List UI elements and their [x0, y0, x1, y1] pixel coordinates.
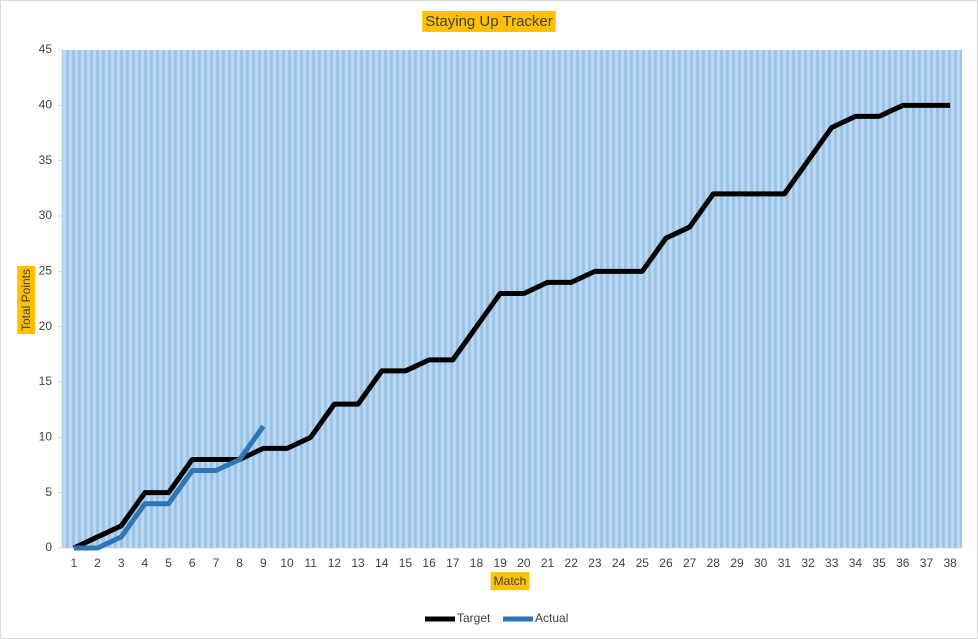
x-tick-label: 35	[872, 556, 886, 570]
y-tick-label: 15	[39, 374, 53, 388]
x-tick-label: 16	[422, 556, 436, 570]
legend-label: Target	[457, 611, 491, 625]
x-tick-label: 18	[470, 556, 484, 570]
y-axis-title: Total Points	[19, 269, 33, 331]
x-axis-title: Match	[494, 574, 527, 588]
x-tick-label: 2	[94, 556, 101, 570]
x-tick-label: 30	[754, 556, 768, 570]
x-tick-label: 3	[118, 556, 125, 570]
x-tick-label: 22	[565, 556, 579, 570]
x-tick-label: 32	[801, 556, 815, 570]
x-tick-label: 5	[165, 556, 172, 570]
x-tick-label: 8	[236, 556, 243, 570]
x-tick-label: 19	[493, 556, 507, 570]
y-tick-label: 40	[39, 98, 53, 112]
y-tick-label: 10	[39, 430, 53, 444]
line-series	[72, 102, 951, 551]
x-tick-label: 23	[588, 556, 602, 570]
x-tick-label: 1	[70, 556, 77, 570]
x-tick-label: 9	[260, 556, 267, 570]
line-series	[73, 424, 266, 551]
x-tick-label: 36	[896, 556, 910, 570]
x-tick-label: 24	[612, 556, 626, 570]
x-tick-label: 14	[375, 556, 389, 570]
x-tick-label: 29	[730, 556, 744, 570]
x-tick-label: 20	[517, 556, 531, 570]
x-tick-label: 33	[825, 556, 839, 570]
y-tick-label: 5	[45, 485, 52, 499]
x-tick-label: 25	[636, 556, 650, 570]
x-tick-label: 26	[659, 556, 673, 570]
x-axis-title-box	[490, 572, 530, 591]
x-tick-label: 11	[304, 556, 317, 570]
y-tick-label: 30	[39, 208, 53, 222]
x-tick-label: 13	[351, 556, 365, 570]
x-tick-label: 12	[328, 556, 342, 570]
x-tick-label: 34	[849, 556, 863, 570]
y-axis-title-box	[17, 265, 36, 335]
x-tick-label: 27	[683, 556, 697, 570]
x-tick-label: 21	[541, 556, 555, 570]
legend-label: Actual	[535, 611, 568, 625]
x-tick-label: 4	[142, 556, 149, 570]
plot-area	[62, 50, 962, 548]
x-tick-label: 38	[943, 556, 957, 570]
x-tick-label: 17	[446, 556, 460, 570]
x-tick-label: 31	[778, 556, 792, 570]
chart-title: Staying Up Tracker	[425, 13, 553, 30]
x-tick-label: 10	[280, 556, 294, 570]
x-tick-label: 37	[920, 556, 934, 570]
x-tick-label: 28	[707, 556, 721, 570]
x-tick-label: 6	[189, 556, 196, 570]
x-tick-label: 7	[213, 556, 220, 570]
y-tick-label: 25	[39, 264, 53, 278]
title-box	[422, 10, 556, 32]
y-tick-label: 0	[45, 540, 52, 554]
y-tick-label: 20	[39, 319, 53, 333]
x-tick-label: 15	[399, 556, 413, 570]
y-tick-label: 35	[39, 153, 53, 167]
y-tick-label: 45	[39, 42, 53, 56]
